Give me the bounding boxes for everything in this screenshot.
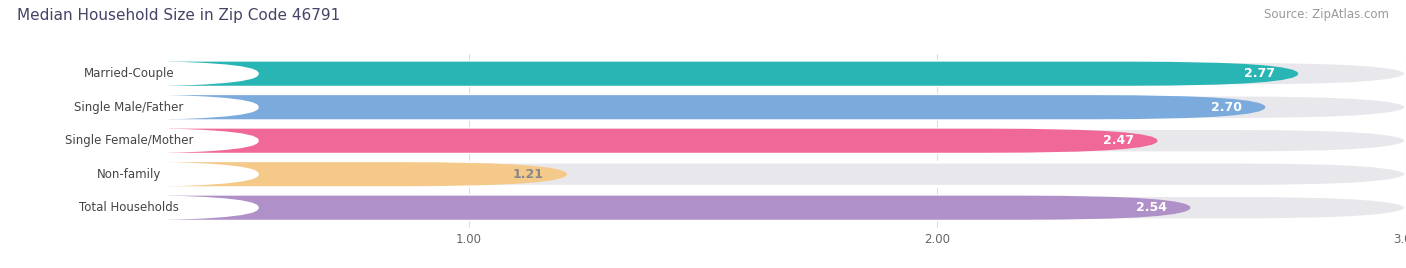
Text: Single Female/Mother: Single Female/Mother bbox=[65, 134, 193, 147]
FancyBboxPatch shape bbox=[0, 129, 1406, 153]
Text: Total Households: Total Households bbox=[79, 201, 179, 214]
Text: Married-Couple: Married-Couple bbox=[83, 67, 174, 80]
Text: 2.54: 2.54 bbox=[1136, 201, 1167, 214]
FancyBboxPatch shape bbox=[0, 129, 1157, 153]
Text: 2.77: 2.77 bbox=[1244, 67, 1275, 80]
FancyBboxPatch shape bbox=[0, 129, 257, 153]
Text: Source: ZipAtlas.com: Source: ZipAtlas.com bbox=[1264, 8, 1389, 21]
FancyBboxPatch shape bbox=[0, 196, 1191, 220]
FancyBboxPatch shape bbox=[0, 62, 1406, 86]
FancyBboxPatch shape bbox=[0, 162, 567, 186]
Text: 2.47: 2.47 bbox=[1104, 134, 1135, 147]
Text: 2.70: 2.70 bbox=[1211, 101, 1241, 114]
Text: Non-family: Non-family bbox=[97, 168, 162, 181]
Text: Median Household Size in Zip Code 46791: Median Household Size in Zip Code 46791 bbox=[17, 8, 340, 23]
Text: Single Male/Father: Single Male/Father bbox=[75, 101, 184, 114]
FancyBboxPatch shape bbox=[0, 62, 1298, 86]
FancyBboxPatch shape bbox=[0, 162, 257, 186]
Text: 1.21: 1.21 bbox=[513, 168, 544, 181]
FancyBboxPatch shape bbox=[0, 95, 1265, 119]
FancyBboxPatch shape bbox=[0, 95, 1406, 119]
FancyBboxPatch shape bbox=[0, 62, 257, 86]
FancyBboxPatch shape bbox=[0, 162, 1406, 186]
FancyBboxPatch shape bbox=[0, 196, 257, 220]
FancyBboxPatch shape bbox=[0, 95, 257, 119]
FancyBboxPatch shape bbox=[0, 196, 1406, 220]
